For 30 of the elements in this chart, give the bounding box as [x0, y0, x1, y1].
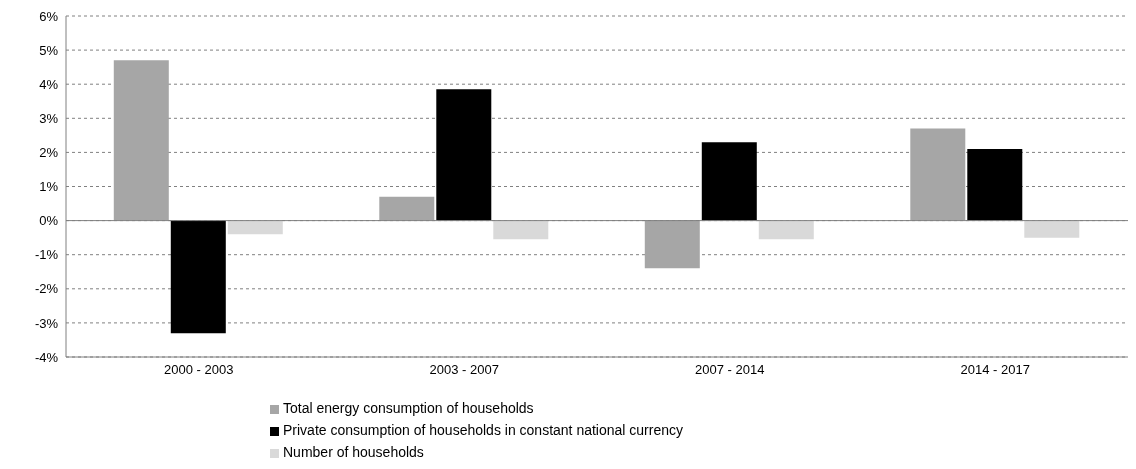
- bar: [1024, 220, 1080, 238]
- bar: [967, 148, 1023, 221]
- bar: [644, 220, 700, 269]
- bar: [170, 220, 226, 334]
- y-tick-label: -1%: [34, 247, 59, 263]
- x-tick-label: 2003 - 2007: [429, 362, 499, 378]
- y-tick-label: -2%: [34, 281, 59, 297]
- bar: [910, 128, 966, 221]
- y-tick-label: 0%: [39, 213, 59, 229]
- x-tick-label: 2014 - 2017: [960, 362, 1030, 378]
- bar: [436, 89, 492, 221]
- y-tick-label: 2%: [39, 145, 59, 161]
- y-tick-label: 1%: [39, 179, 59, 195]
- bar: [113, 60, 169, 221]
- bar: [493, 220, 549, 240]
- legend-label: Total energy consumption of households: [283, 400, 534, 416]
- bar: [227, 220, 283, 235]
- bar: [701, 142, 757, 221]
- y-tick-label: -4%: [34, 349, 59, 365]
- bar: [758, 220, 814, 240]
- y-tick-label: 4%: [39, 76, 59, 92]
- x-tick-label: 2007 - 2014: [695, 362, 765, 378]
- y-tick-label: -3%: [34, 315, 59, 331]
- x-tick-label: 2000 - 2003: [164, 362, 234, 378]
- legend-label: Number of households: [283, 444, 424, 460]
- y-tick-label: 6%: [39, 8, 59, 24]
- y-tick-label: 5%: [39, 42, 59, 58]
- bar: [379, 196, 435, 221]
- legend-label: Private consumption of households in constant national currency: [283, 422, 684, 438]
- y-tick-label: 3%: [39, 110, 59, 126]
